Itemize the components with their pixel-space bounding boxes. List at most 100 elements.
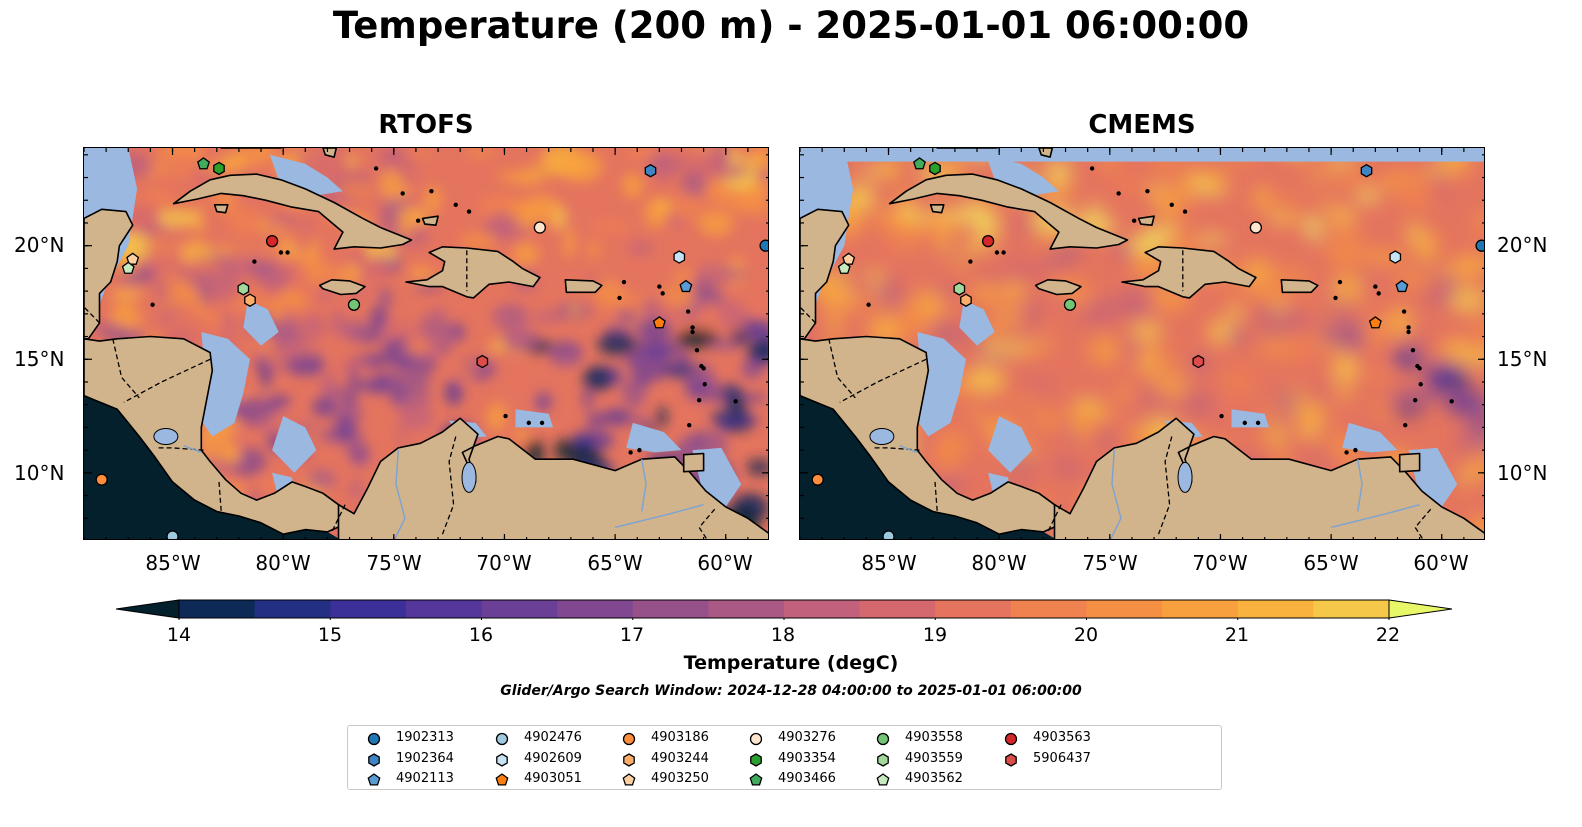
legend-marker	[749, 732, 763, 746]
lon-label-70w-right: 70°W	[1192, 551, 1248, 575]
colorbar-band	[481, 600, 558, 618]
lon-label-65w-right: 65°W	[1303, 551, 1359, 575]
legend-marker	[1005, 752, 1017, 767]
colorbar-band	[1313, 600, 1390, 618]
colorbar-band	[935, 600, 1012, 618]
float-marker-4903051	[1368, 316, 1382, 329]
float-marker-4902113	[1395, 279, 1409, 293]
land-puerto-rico	[564, 279, 603, 294]
legend-marker	[496, 752, 508, 767]
float-marker-4903244	[960, 293, 972, 307]
colorbar-band	[557, 600, 634, 618]
legend-marker-shape	[876, 732, 890, 746]
float-marker-4903186	[811, 473, 824, 486]
colorbar-band	[405, 600, 483, 618]
land-hispaniola	[1121, 246, 1257, 299]
lat-label-10n-right: 10°N	[1497, 461, 1548, 485]
land-isla-juventud	[929, 203, 945, 214]
legend-marker-shape	[368, 752, 380, 767]
float-marker-4902476	[166, 530, 179, 539]
legend-label: 4903562	[905, 771, 963, 786]
panel-title-rtofs: RTOFS	[378, 110, 474, 140]
land-inagua	[421, 215, 439, 226]
legend-marker-shape	[1004, 732, 1018, 746]
lon-label-80w-right: 80°W	[971, 551, 1027, 575]
legend-marker-shape	[496, 752, 508, 767]
legend-label: 4903244	[651, 750, 709, 766]
legend-label: 4902113	[396, 771, 454, 786]
land-trinidad	[1398, 452, 1421, 473]
lon-label-75w-right: 75°W	[1082, 551, 1138, 575]
land-layer	[84, 148, 768, 539]
legend-marker	[495, 773, 509, 786]
lon-label-70w-left: 70°W	[476, 551, 532, 575]
float-marker-4902609	[1389, 250, 1402, 264]
float-marker-4903186	[95, 473, 108, 486]
land-central-america	[800, 335, 1067, 536]
legend-marker	[877, 752, 889, 767]
lon-label-65w-left: 65°W	[587, 551, 643, 575]
colorbar-band	[708, 600, 785, 618]
legend-marker	[367, 732, 381, 746]
lat-label-20n-left: 20°N	[14, 233, 65, 257]
float-marker-1902364	[1360, 163, 1373, 178]
colorbar-band	[1086, 600, 1163, 618]
colorbar-band	[1162, 600, 1239, 618]
colorbar-tick-21: 21	[1224, 624, 1250, 646]
map-svg	[84, 148, 768, 539]
legend-marker-shape	[495, 732, 509, 746]
land-puerto-rico	[1280, 279, 1319, 294]
panel-title-cmems: CMEMS	[1088, 110, 1196, 140]
legend-marker	[876, 773, 890, 786]
float-marker-1902313	[759, 239, 768, 252]
legend-label: 1902313	[396, 730, 454, 745]
float-marker-4903244	[244, 293, 256, 307]
map-svg	[800, 148, 1484, 539]
land-central-america	[84, 335, 351, 536]
colorbar-band	[330, 600, 407, 618]
float-marker-4903558	[347, 298, 361, 311]
legend-label: 4903250	[651, 771, 709, 786]
land-trinidad	[682, 452, 705, 473]
float-marker-4903466	[197, 157, 210, 170]
legend-marker-shape	[749, 773, 763, 786]
legend-label: 4903051	[524, 771, 582, 786]
lon-label-60w-right: 60°W	[1413, 551, 1469, 575]
float-marker-4903276	[533, 221, 547, 234]
lon-label-75w-left: 75°W	[366, 551, 422, 575]
colorbar-band	[784, 600, 861, 618]
legend-label: 4903186	[651, 730, 709, 745]
legend-marker-shape	[495, 773, 509, 786]
legend-marker-shape	[622, 773, 636, 786]
legend-marker	[622, 732, 636, 746]
legend-label: 4903466	[778, 771, 836, 786]
cmems-map-panel	[799, 147, 1485, 540]
lon-label-60w-left: 60°W	[697, 551, 753, 575]
legend-label: 4902476	[524, 730, 582, 745]
land-cuba	[888, 173, 1129, 250]
colorbar-tick-19: 19	[922, 624, 948, 646]
colorbar-band	[632, 600, 709, 618]
colorbar-tick-18: 18	[770, 624, 796, 646]
legend-marker	[1004, 732, 1018, 746]
float-marker-4903559	[953, 282, 966, 296]
legend-marker	[368, 752, 380, 767]
lon-label-80w-left: 80°W	[255, 551, 311, 575]
float-marker-4903354	[929, 161, 941, 176]
float-marker-4903354	[213, 161, 225, 176]
legend-label: 4903276	[778, 730, 836, 745]
float-marker-4902113	[679, 279, 693, 293]
legend-label: 1902364	[396, 750, 454, 766]
lat-label-15n-left: 15°N	[14, 347, 65, 371]
legend-marker-shape	[877, 752, 889, 767]
land-jamaica	[318, 279, 366, 296]
legend-label: 4903559	[905, 750, 963, 766]
land-yucatan	[84, 208, 134, 340]
land-inagua	[1137, 215, 1155, 226]
legend-label: 4902609	[524, 750, 582, 766]
legend-marker	[623, 752, 635, 767]
legend-marker	[622, 773, 636, 786]
lat-label-15n-right: 15°N	[1497, 347, 1548, 371]
colorbar-band	[1010, 600, 1088, 618]
legend-marker-shape	[622, 732, 636, 746]
